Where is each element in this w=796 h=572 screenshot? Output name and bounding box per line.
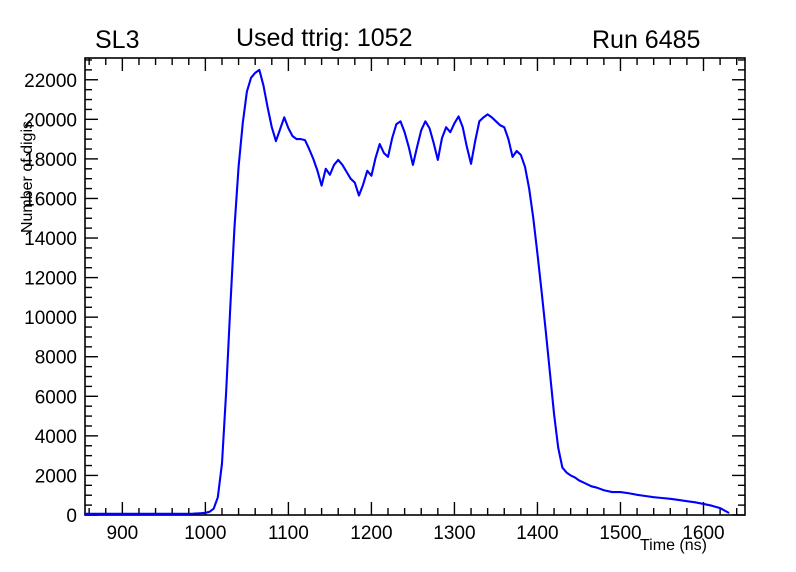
y-tick-label: 0 [66,506,77,527]
panel-label-superlayer: SL3 [95,26,140,54]
y-axis-ticks [85,59,745,516]
x-tick-label: 1100 [268,523,309,544]
x-axis-tick-labels: 900 1000 1100 1200 1300 1400 1500 1600 [107,523,725,544]
x-tick-label: 1500 [599,523,641,544]
y-tick-label: 12000 [24,269,77,290]
histogram-curve [83,68,730,515]
data-series-group [83,68,730,515]
x-tick-label: 1200 [350,523,392,544]
y-tick-label: 16000 [24,189,77,210]
y-tick-label: 18000 [24,150,77,171]
x-axis-label: Time (ns) [640,537,707,554]
x-tick-label: 1400 [516,523,558,544]
plot-title: Used ttrig: 1052 [236,24,413,52]
x-axis-ticks [88,58,738,515]
x-tick-label: 1600 [682,523,724,544]
panel-label-run: Run 6485 [592,26,701,54]
x-tick-label: 1300 [433,523,475,544]
y-tick-label: 20000 [24,110,77,131]
y-tick-label: 14000 [24,229,77,250]
y-tick-label: 4000 [35,427,77,448]
y-tick-label: 8000 [35,348,77,369]
plot-frame [84,57,746,516]
x-tick-label: 900 [107,523,139,544]
y-tick-label: 10000 [24,308,77,329]
x-tick-label: 1000 [184,523,226,544]
y-tick-label: 6000 [35,387,77,408]
y-tick-label: 2000 [35,466,77,487]
y-tick-label: 22000 [24,71,77,92]
y-axis-tick-labels: 0 2000 4000 6000 8000 10000 12000 14000 16000 180… [24,71,77,527]
